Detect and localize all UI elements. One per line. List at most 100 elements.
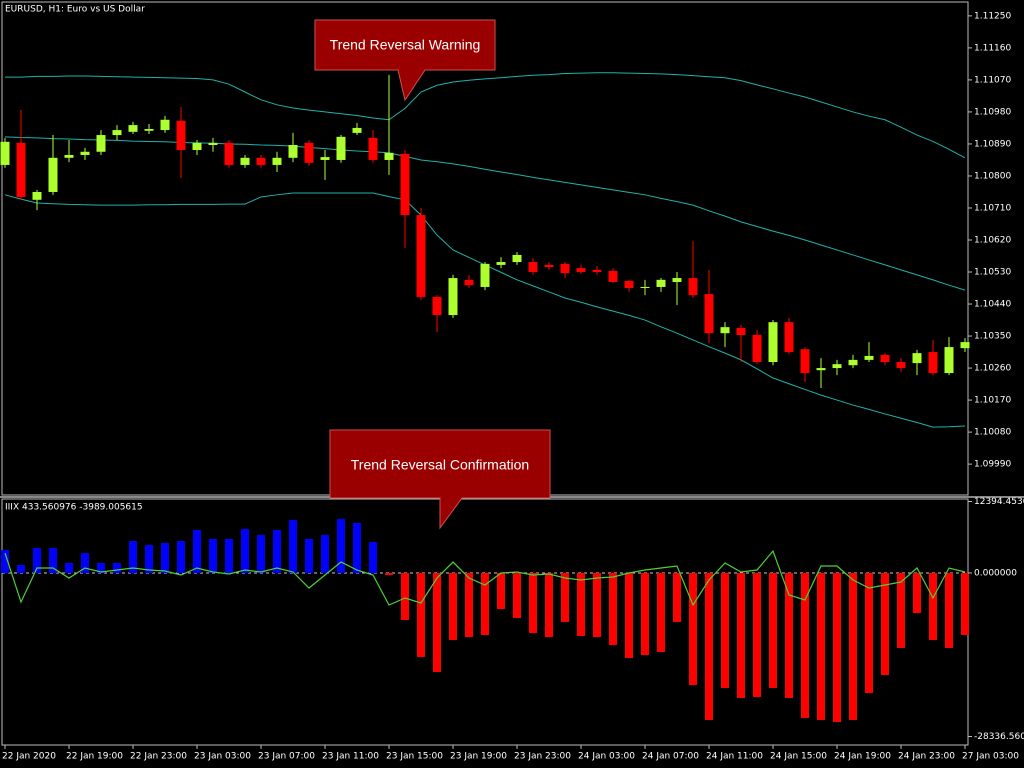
histogram-bar (705, 573, 713, 720)
histogram-bar (1, 550, 9, 574)
histogram-bar (625, 573, 633, 659)
candle-body (736, 327, 746, 335)
candle-body (416, 215, 426, 297)
histogram-bar (657, 573, 665, 653)
y-tick-label: 1.11070 (974, 75, 1011, 85)
x-tick-label: 24 Jan 23:00 (898, 752, 955, 762)
histogram-bar (769, 573, 777, 688)
candle-body (288, 145, 298, 158)
candle-body (928, 352, 938, 374)
y-tick-label: 0.000000 (974, 569, 1017, 579)
candle-body (112, 130, 122, 136)
x-tick-label: 24 Jan 19:00 (834, 752, 891, 762)
histogram-bar (817, 573, 825, 720)
candle-body (352, 127, 362, 133)
x-tick-label: 23 Jan 03:00 (194, 752, 251, 762)
x-tick-label: 24 Jan 03:00 (578, 752, 635, 762)
candle-body (880, 354, 890, 363)
candle-body (784, 322, 794, 353)
candle-body (656, 279, 666, 287)
x-tick-label: 23 Jan 19:00 (450, 752, 507, 762)
x-tick-label: 23 Jan 11:00 (322, 752, 379, 762)
candle-body (32, 191, 42, 200)
histogram-bar (401, 573, 409, 621)
histogram-bar (241, 529, 249, 574)
signal-line (4, 549, 966, 607)
candle-body (544, 264, 554, 268)
x-tick-label: 22 Jan 19:00 (66, 752, 123, 762)
x-tick-label: 22 Jan 2020 (2, 752, 56, 762)
candle-body (816, 368, 826, 371)
y-tick-label: 1.11250 (974, 11, 1011, 21)
histogram-bar (145, 545, 153, 574)
x-tick-label: 22 Jan 23:00 (130, 752, 187, 762)
candle-body (192, 142, 202, 150)
candle-body (480, 263, 490, 287)
y-tick-label: 1.10530 (974, 268, 1011, 278)
histogram-bar (849, 573, 857, 720)
band-line (4, 136, 966, 291)
candle-body (704, 294, 714, 334)
histogram-bar (785, 573, 793, 698)
candle-body (160, 119, 170, 131)
histogram-bar (33, 548, 41, 574)
histogram-bar (97, 563, 105, 574)
histogram-bar (81, 553, 89, 574)
y-tick-label: 1.10800 (974, 171, 1011, 181)
y-tick-label: 12394.4536 (974, 497, 1024, 507)
histogram-bar (961, 573, 969, 636)
y-tick-label: 1.10980 (974, 107, 1011, 117)
histogram-bar (497, 573, 505, 610)
candle-body (624, 280, 634, 289)
candle-body (848, 359, 858, 366)
y-tick-label: 1.10440 (974, 300, 1011, 310)
candle-body (576, 268, 586, 273)
warning-callout (314, 19, 496, 102)
indicator-title: IIIX 433.560976 -3989.005615 (5, 503, 143, 513)
candle-body (304, 142, 314, 163)
histogram-bar (833, 573, 841, 722)
histogram-bar (385, 573, 393, 576)
x-tick-label: 27 Jan 03:00 (962, 752, 1019, 762)
histogram-bar (257, 535, 265, 574)
histogram-bar (129, 541, 137, 574)
histogram-bar (113, 563, 121, 574)
candle-body (768, 322, 778, 363)
candle-body (16, 142, 26, 197)
histogram-bar (49, 548, 57, 574)
candle-body (432, 296, 442, 316)
x-tick-label: 23 Jan 07:00 (258, 752, 315, 762)
histogram-bar (945, 573, 953, 649)
band-line (5, 72, 966, 159)
candle-body (592, 269, 602, 273)
y-tick-label: 1.10170 (974, 396, 1011, 406)
candle-body (560, 263, 570, 274)
histogram-bar (577, 573, 585, 637)
candle-body (464, 279, 474, 286)
candle-body (896, 362, 906, 369)
candle-body (272, 157, 282, 165)
candle-body (144, 129, 154, 131)
histogram-bar (465, 573, 473, 638)
histogram-bar (273, 530, 281, 574)
candle-body (64, 154, 74, 158)
x-tick-label: 24 Jan 15:00 (770, 752, 827, 762)
histogram-bar (881, 573, 889, 675)
x-tick-label: 23 Jan 23:00 (514, 752, 571, 762)
candle-body (720, 327, 730, 334)
histogram-bar (481, 573, 489, 636)
plot-layer (0, 72, 970, 722)
warning-text: Trend Reversal Warning (330, 37, 481, 53)
histogram-bar (641, 573, 649, 656)
y-tick-label: 1.10080 (974, 428, 1011, 438)
candle-body (832, 364, 842, 369)
histogram-bar (609, 573, 617, 646)
candle-body (96, 135, 106, 152)
histogram-bar (737, 573, 745, 698)
candle-body (240, 157, 250, 165)
histogram-bar (193, 530, 201, 574)
histogram-bar (545, 573, 553, 638)
y-tick-label: 1.09990 (974, 460, 1011, 470)
candle-body (128, 125, 138, 132)
histogram-bar (721, 573, 729, 688)
